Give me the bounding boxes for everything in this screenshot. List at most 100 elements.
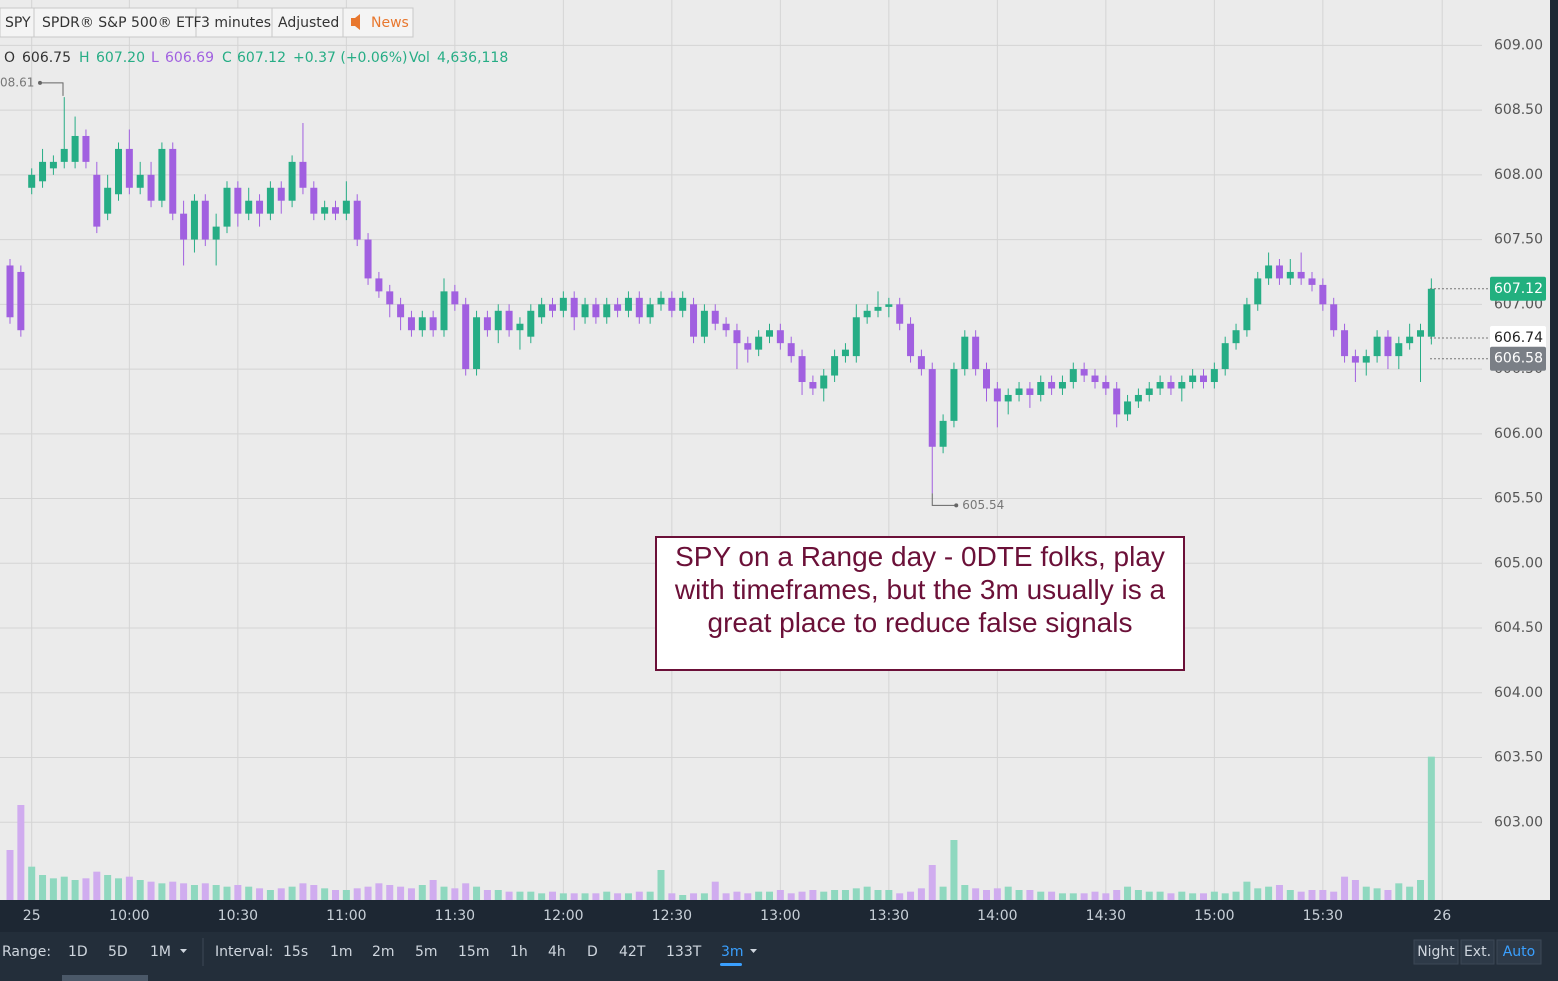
volume-bar — [592, 893, 600, 900]
y-tick-label: 607.50 — [1494, 232, 1543, 248]
candle-body — [1167, 382, 1175, 389]
volume-bar — [93, 871, 101, 900]
adjusted[interactable]: Adjusted — [278, 15, 339, 31]
candle-body — [885, 304, 893, 307]
volume-bar — [939, 886, 947, 900]
candle-body — [136, 174, 144, 188]
volume-bar — [809, 890, 817, 900]
volume-bar — [972, 888, 980, 900]
interval-button[interactable]: 4h — [548, 944, 566, 960]
volume-bar — [928, 865, 936, 900]
x-tick-label: 13:30 — [869, 908, 909, 924]
volume-bar — [104, 875, 112, 900]
volume-bar — [570, 893, 578, 900]
box[interactable] — [195, 7, 273, 38]
candle-body — [1254, 278, 1262, 305]
x-tick-label: 12:30 — [652, 908, 692, 924]
interval-button[interactable]: 5m — [415, 944, 438, 960]
volume-bar — [158, 883, 166, 900]
volume-bar — [364, 886, 372, 900]
volume-bar — [1048, 891, 1056, 900]
candle-body — [549, 304, 556, 311]
candle-body — [386, 291, 394, 305]
candle-body — [603, 304, 611, 318]
volume-bar — [1395, 883, 1403, 900]
volume-bar — [1091, 891, 1099, 900]
session-box[interactable] — [1460, 939, 1495, 965]
volume-bar — [1113, 890, 1121, 900]
candle-body — [1058, 382, 1066, 389]
candle-body — [256, 200, 264, 214]
symbol[interactable]: SPY — [5, 15, 31, 31]
box[interactable] — [0, 7, 35, 38]
candle-body — [71, 135, 79, 162]
candle-body — [1341, 330, 1349, 357]
interval-button[interactable]: D — [587, 944, 598, 960]
name[interactable]: SPDR® S&P 500® ETF — [42, 15, 202, 31]
low-marker-line — [931, 493, 957, 506]
interval-button[interactable]: 133T — [666, 944, 702, 960]
session-button[interactable]: Ext. — [1464, 944, 1491, 960]
y-tick-label: 606.00 — [1494, 426, 1543, 442]
interval-button[interactable]: 1m — [330, 944, 353, 960]
dot — [954, 503, 959, 508]
candle-body — [1048, 382, 1056, 389]
news[interactable]: News — [371, 15, 409, 31]
session-box[interactable] — [1413, 939, 1459, 965]
candle-body — [744, 343, 752, 350]
interval-button[interactable]: 1h — [510, 944, 528, 960]
candle-body — [700, 310, 708, 337]
interval-button[interactable]: 3m — [721, 944, 744, 960]
candle-body — [332, 207, 339, 214]
volume-bar — [353, 888, 361, 900]
volume-bar — [1200, 893, 1207, 900]
candle-body — [820, 375, 828, 389]
volume-bar — [288, 886, 296, 900]
volume-bar — [776, 890, 784, 900]
range-button[interactable]: 5D — [108, 944, 128, 960]
volume-bar — [483, 890, 491, 900]
volume-bar — [1417, 880, 1424, 900]
candle-body — [1113, 388, 1121, 415]
volume-bar — [1080, 893, 1088, 900]
candle-body — [1189, 375, 1197, 383]
toolbar — [0, 932, 1558, 981]
session-box[interactable] — [1496, 939, 1542, 965]
volume-bar — [668, 893, 676, 900]
candle-body — [766, 330, 773, 337]
candle-body — [440, 291, 448, 331]
volume-bar — [581, 893, 589, 900]
volume-bar — [190, 885, 198, 900]
candle-body — [690, 304, 698, 337]
volume-bar — [711, 881, 719, 900]
interval[interactable]: 3 minutes — [201, 15, 271, 31]
open: 606.75 — [22, 50, 71, 66]
session-button[interactable]: Auto — [1503, 944, 1536, 960]
volume-bar — [1167, 893, 1175, 900]
candle-body — [1406, 336, 1414, 344]
volume-bar — [310, 885, 318, 900]
box[interactable] — [271, 7, 344, 38]
change: +0.37 (+0.06%) — [293, 50, 407, 66]
interval-button[interactable]: 15s — [283, 944, 308, 960]
x-tick-label: 14:00 — [977, 908, 1017, 924]
interval-button[interactable]: 15m — [458, 944, 489, 960]
candle-body — [212, 226, 220, 240]
interval-button[interactable]: 42T — [619, 944, 646, 960]
volume-bar — [375, 883, 383, 900]
scrollbar — [62, 975, 148, 981]
volume-bar — [245, 886, 253, 900]
interval-button[interactable]: 2m — [372, 944, 395, 960]
candle-body — [635, 297, 643, 318]
candle-body — [1243, 304, 1251, 331]
volume-bar — [1275, 885, 1283, 900]
candle-body — [852, 317, 860, 357]
session-button[interactable]: Night — [1417, 944, 1455, 960]
volume: 4,636,118 — [437, 50, 508, 66]
news-icon — [351, 14, 360, 30]
candle-body — [473, 317, 481, 370]
range-button[interactable]: 1M — [150, 944, 171, 960]
volume-bar — [1189, 893, 1197, 900]
volume-bar — [1124, 886, 1132, 900]
range-button[interactable]: 1D — [68, 944, 88, 960]
